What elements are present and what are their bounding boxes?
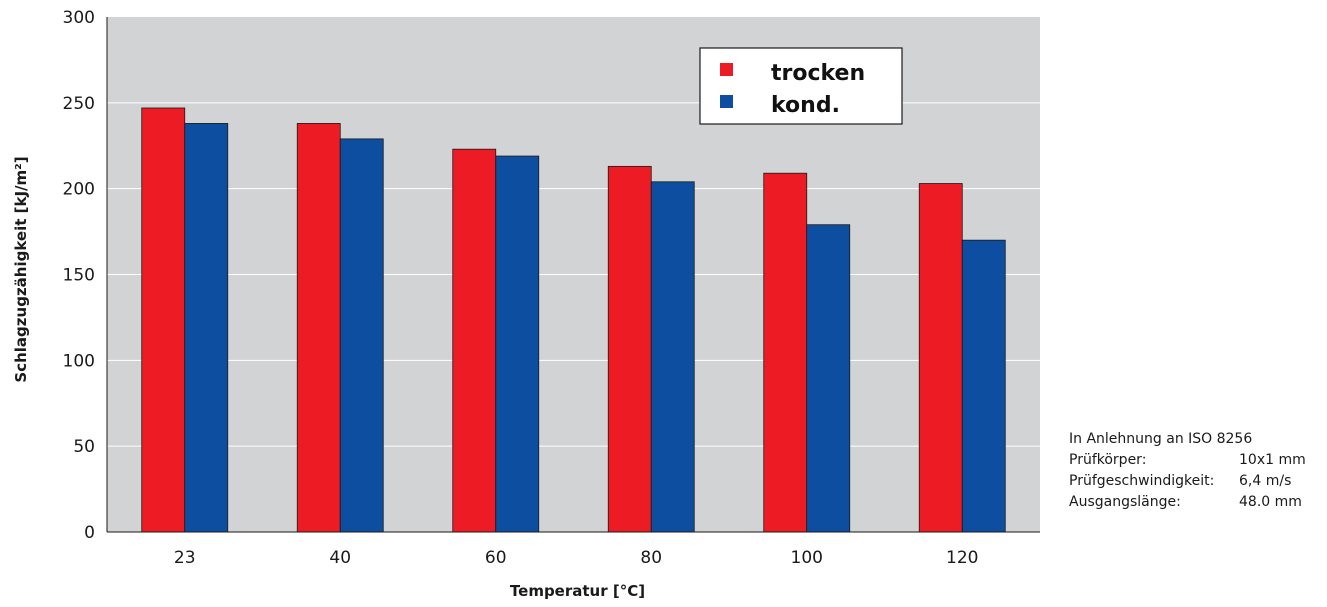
- bar-trocken: [141, 107, 186, 533]
- note-value: 6,4 m/s: [1239, 473, 1292, 489]
- bar-trocken: [607, 165, 652, 533]
- bars: [141, 107, 1006, 533]
- y-tick-label: 250: [63, 94, 95, 114]
- note-label: Ausgangslänge:: [1069, 494, 1181, 510]
- legend-box: [699, 47, 903, 125]
- legend-swatch-trocken: [720, 63, 733, 76]
- bar-kond: [650, 181, 695, 533]
- y-axis-ticks: 0 50 100 150 200 250 300: [63, 8, 95, 543]
- note-value: 10x1 mm: [1239, 452, 1306, 468]
- test-conditions-note: In Anlehnung an ISO 8256 Prüfkörper: 10x…: [1069, 429, 1319, 513]
- note-row: Prüfgeschwindigkeit: 6,4 m/s: [1069, 471, 1319, 492]
- legend: trocken kond.: [699, 47, 903, 125]
- bar-kond: [495, 155, 540, 533]
- x-tick-label: 40: [329, 548, 351, 568]
- note-value: 48.0 mm: [1239, 494, 1302, 510]
- bar-trocken: [452, 148, 497, 533]
- x-tick-label: 100: [791, 548, 823, 568]
- bar-kond: [806, 224, 851, 533]
- bar-trocken: [763, 172, 808, 533]
- bar-trocken: [296, 123, 341, 533]
- note-row: Prüfkörper: 10x1 mm: [1069, 450, 1319, 471]
- bar-kond: [339, 138, 384, 533]
- x-axis-ticks: 23 40 60 80 100 120: [174, 548, 979, 568]
- note-row: Ausgangslänge: 48.0 mm: [1069, 492, 1319, 513]
- y-tick-label: 200: [63, 180, 95, 200]
- x-tick-label: 80: [640, 548, 662, 568]
- note-label: Prüfkörper:: [1069, 452, 1147, 468]
- bar-trocken: [918, 183, 963, 533]
- y-axis-title: Schlagzugzähigkeit [kJ/m²]: [12, 156, 30, 382]
- y-tick-label: 300: [63, 8, 95, 28]
- x-tick-label: 23: [174, 548, 196, 568]
- gridlines: [107, 102, 1040, 447]
- note-label: Prüfgeschwindigkeit:: [1069, 473, 1215, 489]
- x-tick-label: 120: [946, 548, 978, 568]
- y-tick-label: 100: [63, 351, 95, 371]
- y-tick-label: 50: [73, 437, 95, 457]
- bar-kond: [184, 123, 229, 533]
- bar-kond: [961, 239, 1006, 533]
- y-tick-label: 150: [63, 266, 95, 286]
- legend-label-trocken: trocken: [771, 61, 865, 86]
- note-title: In Anlehnung an ISO 8256: [1069, 431, 1253, 447]
- x-axis-title: Temperatur [°C]: [510, 582, 645, 600]
- legend-swatch-kond: [720, 95, 733, 108]
- x-tick-label: 60: [485, 548, 507, 568]
- y-tick-label: 0: [84, 523, 95, 543]
- legend-label-kond: kond.: [771, 93, 840, 118]
